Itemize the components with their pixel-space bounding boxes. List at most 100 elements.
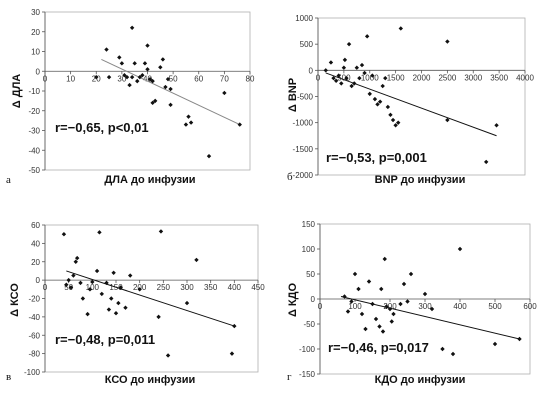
- data-point: [194, 257, 199, 263]
- y-axis-label: Δ ДЛА: [11, 74, 23, 109]
- x-tick-label: 60: [194, 74, 203, 83]
- x-tick-label: 250: [157, 283, 171, 292]
- data-point: [492, 341, 498, 347]
- y-tick-label: -80: [28, 350, 40, 359]
- data-point: [168, 102, 173, 108]
- data-point: [333, 78, 339, 83]
- x-tick-label: 30: [117, 74, 126, 83]
- data-point: [367, 91, 372, 97]
- y-tick-label: -10: [28, 87, 40, 96]
- data-point: [150, 100, 155, 106]
- data-point: [106, 74, 112, 80]
- data-point: [352, 81, 357, 86]
- y-tick-label: 20: [31, 28, 40, 37]
- y-tick-label: -30: [28, 127, 40, 136]
- data-point: [408, 271, 414, 277]
- data-point: [382, 256, 387, 262]
- y-tick-label: 20: [31, 258, 40, 267]
- data-point: [354, 65, 360, 70]
- data-point: [87, 287, 93, 292]
- data-point: [388, 112, 393, 118]
- data-point: [160, 57, 166, 62]
- data-point: [385, 104, 391, 110]
- data-point: [85, 311, 90, 317]
- data-point: [184, 300, 190, 306]
- data-point: [450, 351, 456, 357]
- data-point: [366, 279, 372, 284]
- y-tick-label: 0: [309, 66, 314, 75]
- data-point: [328, 60, 334, 65]
- x-axis-label: КСО до инфузии: [105, 374, 195, 386]
- data-point: [232, 323, 237, 329]
- data-point: [73, 259, 78, 264]
- data-point: [137, 287, 142, 292]
- x-tick-label: 40: [143, 74, 152, 83]
- correlation-annotation: r=−0,53, p=0,001: [326, 150, 427, 165]
- data-point: [61, 231, 67, 237]
- y-tick-label: -100: [24, 368, 41, 377]
- data-point: [158, 65, 163, 70]
- data-point: [117, 55, 122, 60]
- data-point: [370, 73, 375, 78]
- data-point: [494, 123, 499, 128]
- y-tick-label: -40: [28, 146, 40, 155]
- data-point: [349, 83, 354, 89]
- y-tick-label: -60: [28, 331, 40, 340]
- data-point: [127, 82, 132, 88]
- x-tick-label: 350: [204, 283, 218, 292]
- y-tick-label: -100: [299, 345, 316, 354]
- data-point: [357, 75, 362, 81]
- data-point: [80, 296, 86, 301]
- data-point: [104, 47, 109, 52]
- data-point: [346, 41, 352, 47]
- data-point: [188, 120, 194, 125]
- data-point: [352, 271, 358, 277]
- x-tick-label: 10: [66, 74, 75, 83]
- data-point: [345, 309, 351, 314]
- y-tick-label: 100: [302, 245, 316, 254]
- y-tick-label: -20: [28, 107, 40, 116]
- y-axis-label: Δ КСО: [9, 283, 21, 317]
- panel-letter: б: [287, 171, 293, 183]
- y-tick-label: -50: [303, 320, 315, 329]
- data-point: [483, 159, 489, 165]
- data-point: [186, 114, 191, 119]
- x-tick-label: 1000: [361, 73, 379, 82]
- y-tick-label: 0: [36, 276, 41, 285]
- plot-frame: [44, 11, 251, 171]
- data-point: [359, 311, 365, 317]
- x-tick-label: 50: [64, 283, 73, 292]
- y-tick-label: 0: [36, 67, 41, 76]
- data-point: [401, 281, 407, 287]
- scatter-panel-2: 0 500 1000 1500 2000 2500 3000 3500 4000 1000 500 0…: [287, 14, 534, 186]
- trend-line: [66, 270, 235, 327]
- data-point: [349, 299, 354, 304]
- data-point: [383, 75, 388, 81]
- data-point: [440, 346, 445, 352]
- x-tick-label: 70: [220, 74, 229, 83]
- x-tick-label: 500: [337, 73, 351, 82]
- data-point: [370, 301, 375, 307]
- x-tick-label: 0: [316, 73, 321, 82]
- y-tick-label: -50: [28, 166, 40, 175]
- data-point: [375, 102, 380, 107]
- data-point: [323, 68, 328, 73]
- x-tick-label: 300: [418, 302, 432, 311]
- data-point: [90, 279, 95, 285]
- data-point: [163, 84, 168, 90]
- x-axis-label: КДО до инфузии: [375, 374, 466, 386]
- data-point: [341, 65, 347, 70]
- x-tick-label: 400: [228, 283, 242, 292]
- data-point: [165, 76, 171, 82]
- x-tick-label: 0: [43, 283, 48, 292]
- data-point: [66, 277, 71, 283]
- data-point: [145, 67, 150, 72]
- data-point: [445, 117, 450, 123]
- data-point: [116, 300, 121, 306]
- data-point: [377, 99, 383, 104]
- data-point: [137, 74, 143, 80]
- data-point: [104, 280, 109, 286]
- data-point: [64, 282, 69, 287]
- x-tick-label: 4000: [516, 73, 534, 82]
